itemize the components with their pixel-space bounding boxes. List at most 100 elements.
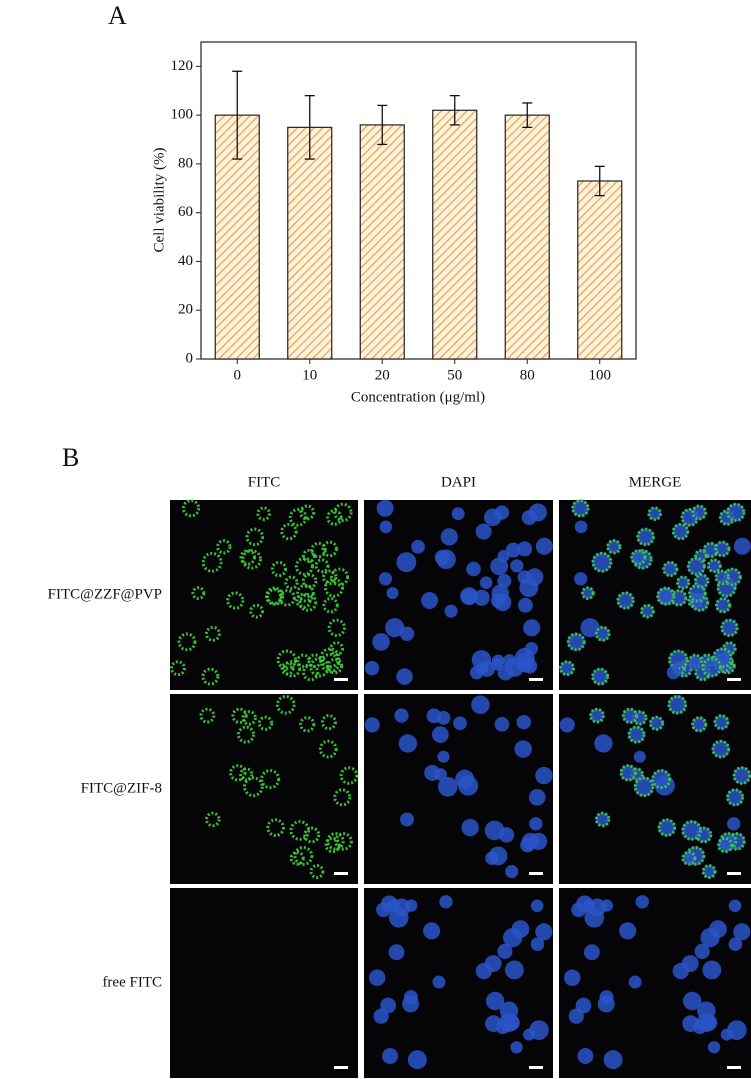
- nucleus: [535, 923, 553, 941]
- nucleus: [396, 668, 413, 685]
- error-bar: [522, 102, 533, 128]
- nucleus: [668, 695, 687, 715]
- fitc-signal: [301, 548, 316, 563]
- nucleus: [529, 817, 543, 831]
- column-header: DAPI: [441, 474, 476, 490]
- nucleus: [471, 650, 492, 670]
- nucleus: [399, 626, 415, 641]
- fitc-signal: [239, 549, 256, 566]
- fitc-signal: [566, 632, 586, 652]
- nucleus: [580, 618, 600, 638]
- scale-bar: [727, 1066, 741, 1069]
- nucleus: [461, 818, 479, 837]
- fitc-signal: [310, 541, 327, 559]
- nucleus: [603, 1050, 623, 1070]
- nucleus: [432, 975, 446, 989]
- fitc-signal: [322, 597, 339, 614]
- nucleus: [494, 505, 510, 520]
- fitc-signal: [260, 769, 281, 790]
- nucleus: [520, 837, 535, 853]
- nucleus: [382, 1047, 399, 1064]
- x-tick-label: 50: [447, 367, 462, 383]
- fitc-signal: [627, 725, 646, 744]
- fitc-signal: [669, 589, 688, 607]
- x-tick-label: 0: [234, 367, 242, 383]
- error-bar: [232, 70, 243, 160]
- nucleus: [485, 991, 505, 1011]
- nucleus: [692, 1020, 707, 1035]
- nucleus: [635, 895, 649, 909]
- fitc-signal: [177, 632, 197, 652]
- nucleus: [726, 788, 744, 806]
- fitc-signal: [329, 641, 344, 656]
- fitc-signal: [640, 603, 655, 619]
- nucleus: [378, 572, 393, 586]
- nucleus: [453, 716, 467, 731]
- fitc-signal: [633, 776, 655, 798]
- nucleus: [656, 587, 675, 606]
- micrograph: [170, 694, 358, 884]
- scale-bar: [529, 1066, 543, 1069]
- nucleus: [712, 740, 730, 758]
- panel-label: A: [108, 1, 127, 30]
- nucleus: [466, 561, 481, 577]
- nucleus: [523, 619, 541, 637]
- nucleus: [727, 817, 741, 831]
- nucleus: [628, 726, 645, 743]
- nucleus: [535, 537, 553, 555]
- fitc-signal: [326, 509, 343, 526]
- nucleus: [571, 499, 589, 517]
- fitc-signal: [693, 573, 710, 589]
- fitc-signal: [323, 577, 344, 598]
- nucleus: [571, 902, 587, 918]
- nucleus: [709, 920, 727, 938]
- nucleus: [497, 943, 513, 959]
- fitc-signal: [294, 556, 314, 576]
- nucleus: [523, 1028, 536, 1041]
- fitc-signal: [309, 657, 330, 678]
- nucleus: [516, 714, 532, 730]
- fitc-signal: [205, 811, 221, 828]
- fitc-signal: [181, 499, 201, 518]
- nucleus: [518, 597, 533, 613]
- scale-bar: [334, 1066, 348, 1069]
- nucleus: [479, 576, 493, 589]
- nucleus: [511, 920, 530, 938]
- fitc-signal: [321, 569, 338, 586]
- fitc-signal: [662, 560, 679, 578]
- nucleus: [666, 665, 681, 680]
- nucleus: [574, 520, 588, 534]
- nucleus: [484, 820, 505, 841]
- nucleus: [431, 726, 449, 743]
- nucleus: [733, 923, 751, 941]
- fitc-signal: [303, 826, 321, 844]
- nucleus: [592, 552, 612, 573]
- nucleus: [672, 962, 690, 980]
- scale-bar: [727, 872, 741, 875]
- error-bar: [304, 94, 315, 160]
- fitc-signal: [667, 694, 688, 715]
- fitc-signal: [589, 707, 605, 724]
- fitc-signal: [264, 586, 285, 606]
- fitc-signal: [334, 832, 353, 851]
- nucleus: [514, 740, 532, 758]
- fitc-signal: [691, 504, 708, 521]
- nucleus: [385, 618, 405, 638]
- nucleus: [733, 766, 751, 785]
- nucleus: [564, 969, 581, 986]
- nucleus: [364, 661, 380, 676]
- nucleus: [494, 716, 510, 732]
- nucleus: [379, 520, 393, 534]
- fitc-signal: [647, 506, 662, 521]
- x-axis-label: Concentration (μg/ml): [351, 389, 485, 405]
- nucleus: [702, 960, 722, 980]
- fitc-signal: [711, 739, 731, 759]
- fitc-signal: [685, 845, 706, 866]
- fitc-signal: [657, 818, 677, 837]
- fitc-signal: [298, 593, 318, 612]
- nucleus: [490, 557, 509, 576]
- y-tick-label: 60: [178, 204, 193, 220]
- fitc-signal: [289, 820, 311, 841]
- fitc-signal: [720, 618, 739, 638]
- nucleus: [726, 503, 745, 522]
